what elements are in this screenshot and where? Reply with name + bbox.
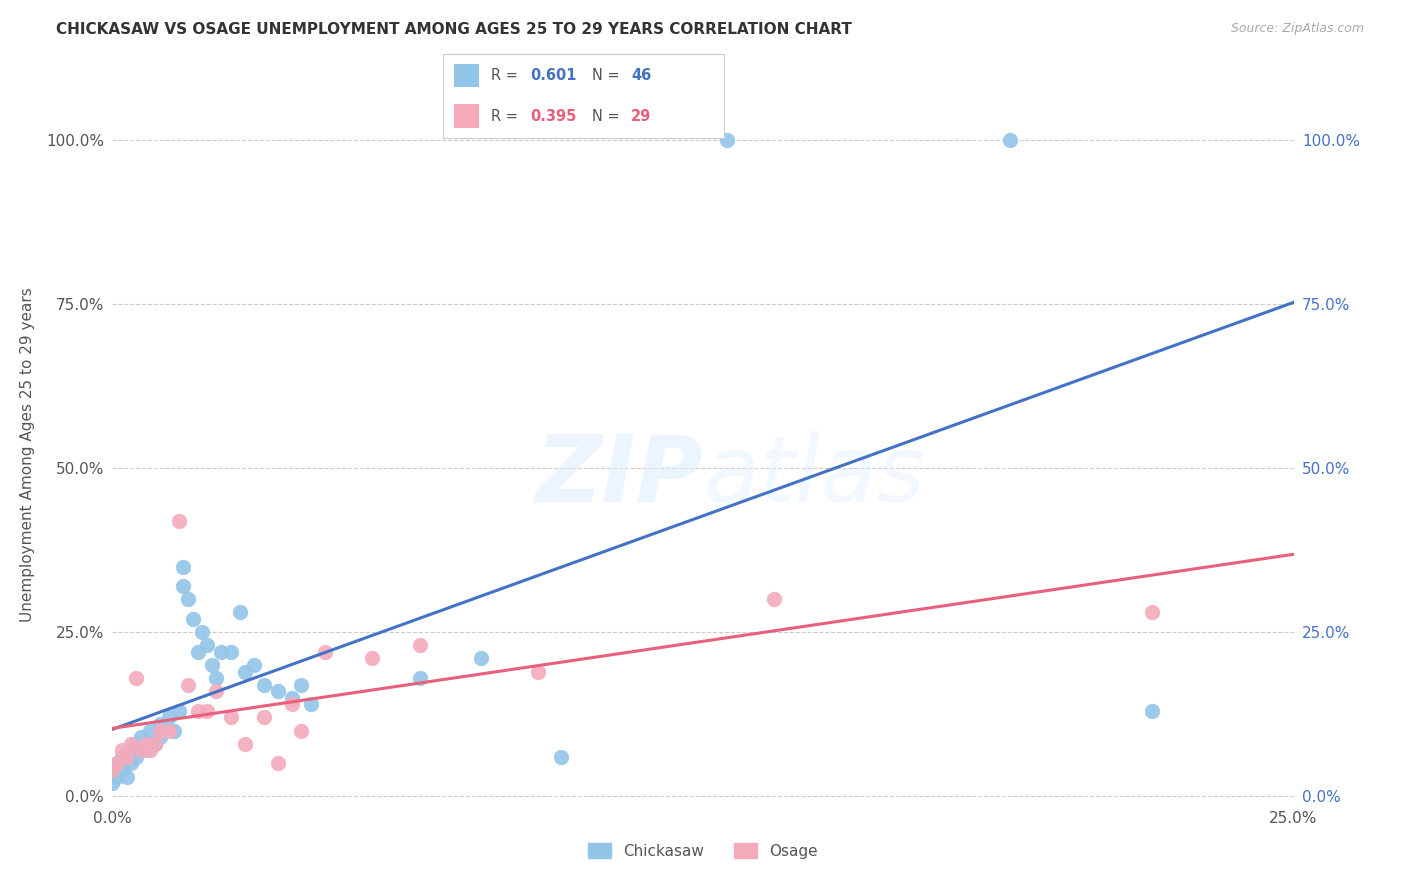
Point	[267, 684, 290, 698]
Point	[115, 749, 138, 764]
Point	[172, 579, 194, 593]
Point	[314, 645, 336, 659]
Point	[111, 749, 134, 764]
Point	[181, 612, 204, 626]
Point	[115, 749, 138, 764]
Point	[125, 737, 148, 751]
Point	[101, 763, 124, 777]
Point	[233, 737, 256, 751]
Point	[408, 638, 430, 652]
Point	[111, 743, 134, 757]
Text: 0.601: 0.601	[530, 68, 576, 83]
Point	[998, 133, 1021, 147]
Text: R =: R =	[491, 68, 522, 83]
Point	[716, 133, 738, 147]
Point	[125, 671, 148, 685]
Point	[135, 737, 157, 751]
Point	[186, 645, 208, 659]
Point	[167, 704, 190, 718]
Text: Source: ZipAtlas.com: Source: ZipAtlas.com	[1230, 22, 1364, 36]
Point	[149, 723, 172, 738]
Point	[195, 704, 218, 718]
Point	[105, 756, 128, 771]
Point	[163, 723, 186, 738]
Point	[281, 698, 304, 712]
Point	[253, 678, 276, 692]
FancyBboxPatch shape	[454, 63, 479, 87]
Text: atlas: atlas	[703, 431, 924, 521]
Point	[115, 770, 138, 784]
Point	[149, 730, 172, 744]
Legend: Chickasaw, Osage: Chickasaw, Osage	[582, 837, 824, 864]
Point	[177, 678, 200, 692]
Point	[143, 737, 166, 751]
Point	[149, 717, 172, 731]
Point	[191, 625, 214, 640]
Point	[299, 698, 322, 712]
Point	[135, 743, 157, 757]
Point	[120, 743, 142, 757]
Point	[229, 606, 252, 620]
Text: 46: 46	[631, 68, 651, 83]
Text: 0.395: 0.395	[530, 109, 576, 124]
Point	[267, 756, 290, 771]
Point	[157, 723, 180, 738]
Point	[125, 749, 148, 764]
Point	[526, 665, 548, 679]
Point	[120, 737, 142, 751]
Point	[101, 763, 124, 777]
Y-axis label: Unemployment Among Ages 25 to 29 years: Unemployment Among Ages 25 to 29 years	[20, 287, 35, 623]
Point	[219, 645, 242, 659]
Point	[129, 743, 152, 757]
Point	[281, 690, 304, 705]
Point	[290, 723, 312, 738]
Point	[167, 514, 190, 528]
Point	[105, 770, 128, 784]
Point	[361, 651, 384, 665]
Point	[143, 737, 166, 751]
Point	[205, 671, 228, 685]
Point	[205, 684, 228, 698]
Point	[105, 756, 128, 771]
Point	[470, 651, 492, 665]
Point	[408, 671, 430, 685]
Text: ZIP: ZIP	[536, 431, 703, 521]
Point	[1140, 606, 1163, 620]
Point	[219, 710, 242, 724]
Text: R =: R =	[491, 109, 522, 124]
Point	[129, 730, 152, 744]
Point	[195, 638, 218, 652]
Text: N =: N =	[592, 109, 624, 124]
Point	[120, 756, 142, 771]
Point	[186, 704, 208, 718]
Point	[101, 776, 124, 790]
Point	[172, 559, 194, 574]
Point	[253, 710, 276, 724]
Text: CHICKASAW VS OSAGE UNEMPLOYMENT AMONG AGES 25 TO 29 YEARS CORRELATION CHART: CHICKASAW VS OSAGE UNEMPLOYMENT AMONG AG…	[56, 22, 852, 37]
Point	[139, 743, 162, 757]
Point	[201, 657, 224, 672]
Text: N =: N =	[592, 68, 624, 83]
Point	[139, 723, 162, 738]
Point	[209, 645, 232, 659]
Point	[1140, 704, 1163, 718]
Point	[290, 678, 312, 692]
Point	[177, 592, 200, 607]
Point	[243, 657, 266, 672]
Point	[111, 763, 134, 777]
Point	[233, 665, 256, 679]
Point	[550, 749, 572, 764]
FancyBboxPatch shape	[454, 104, 479, 128]
Point	[157, 710, 180, 724]
Text: 29: 29	[631, 109, 651, 124]
Point	[762, 592, 785, 607]
